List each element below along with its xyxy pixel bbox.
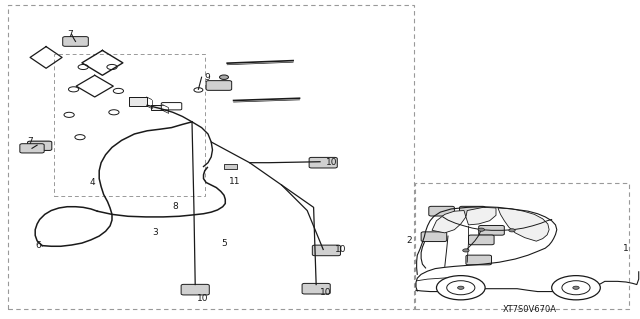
Text: 8: 8: [173, 202, 179, 211]
Bar: [415, 183, 629, 309]
Circle shape: [552, 276, 600, 300]
Circle shape: [562, 281, 590, 295]
Polygon shape: [466, 207, 496, 225]
Circle shape: [447, 281, 475, 295]
FancyBboxPatch shape: [468, 235, 494, 245]
Bar: [54, 54, 205, 196]
Circle shape: [509, 229, 515, 232]
Circle shape: [458, 286, 464, 289]
Circle shape: [109, 110, 119, 115]
FancyBboxPatch shape: [28, 141, 51, 150]
Text: 7: 7: [27, 137, 33, 146]
FancyBboxPatch shape: [479, 226, 504, 235]
Text: XT7S0V670A: XT7S0V670A: [503, 305, 557, 314]
Circle shape: [107, 64, 117, 70]
FancyBboxPatch shape: [206, 81, 232, 90]
FancyBboxPatch shape: [20, 144, 44, 153]
Text: 5: 5: [221, 239, 227, 248]
FancyBboxPatch shape: [312, 245, 340, 256]
Polygon shape: [432, 211, 466, 233]
Text: 11: 11: [229, 177, 241, 186]
Circle shape: [75, 135, 85, 140]
Polygon shape: [498, 208, 549, 241]
Text: 7: 7: [67, 30, 73, 39]
Text: 10: 10: [326, 158, 338, 167]
Text: 4: 4: [89, 178, 95, 187]
Circle shape: [68, 87, 79, 92]
FancyBboxPatch shape: [63, 37, 88, 46]
Bar: [151, 105, 163, 110]
Circle shape: [220, 75, 228, 79]
Text: 10: 10: [335, 245, 346, 254]
FancyBboxPatch shape: [161, 103, 182, 110]
Bar: [224, 164, 237, 169]
Text: 1: 1: [623, 244, 628, 253]
Circle shape: [478, 228, 484, 231]
Text: 2: 2: [406, 236, 412, 245]
FancyBboxPatch shape: [302, 283, 330, 294]
Circle shape: [573, 286, 579, 289]
Bar: [8, 5, 414, 309]
FancyBboxPatch shape: [28, 141, 52, 150]
Text: 9: 9: [205, 73, 211, 82]
Text: 10: 10: [320, 288, 332, 297]
Text: 10: 10: [196, 294, 208, 303]
FancyBboxPatch shape: [421, 232, 447, 241]
Bar: [129, 97, 147, 106]
Circle shape: [78, 64, 88, 70]
FancyBboxPatch shape: [466, 255, 492, 265]
Circle shape: [436, 276, 485, 300]
Circle shape: [194, 88, 203, 92]
Text: 3: 3: [152, 228, 158, 237]
FancyBboxPatch shape: [460, 206, 485, 216]
Circle shape: [113, 88, 124, 93]
Text: 6: 6: [35, 241, 41, 250]
FancyBboxPatch shape: [309, 157, 337, 168]
FancyBboxPatch shape: [429, 206, 454, 216]
Circle shape: [64, 112, 74, 117]
FancyBboxPatch shape: [181, 284, 209, 295]
Circle shape: [463, 249, 469, 252]
